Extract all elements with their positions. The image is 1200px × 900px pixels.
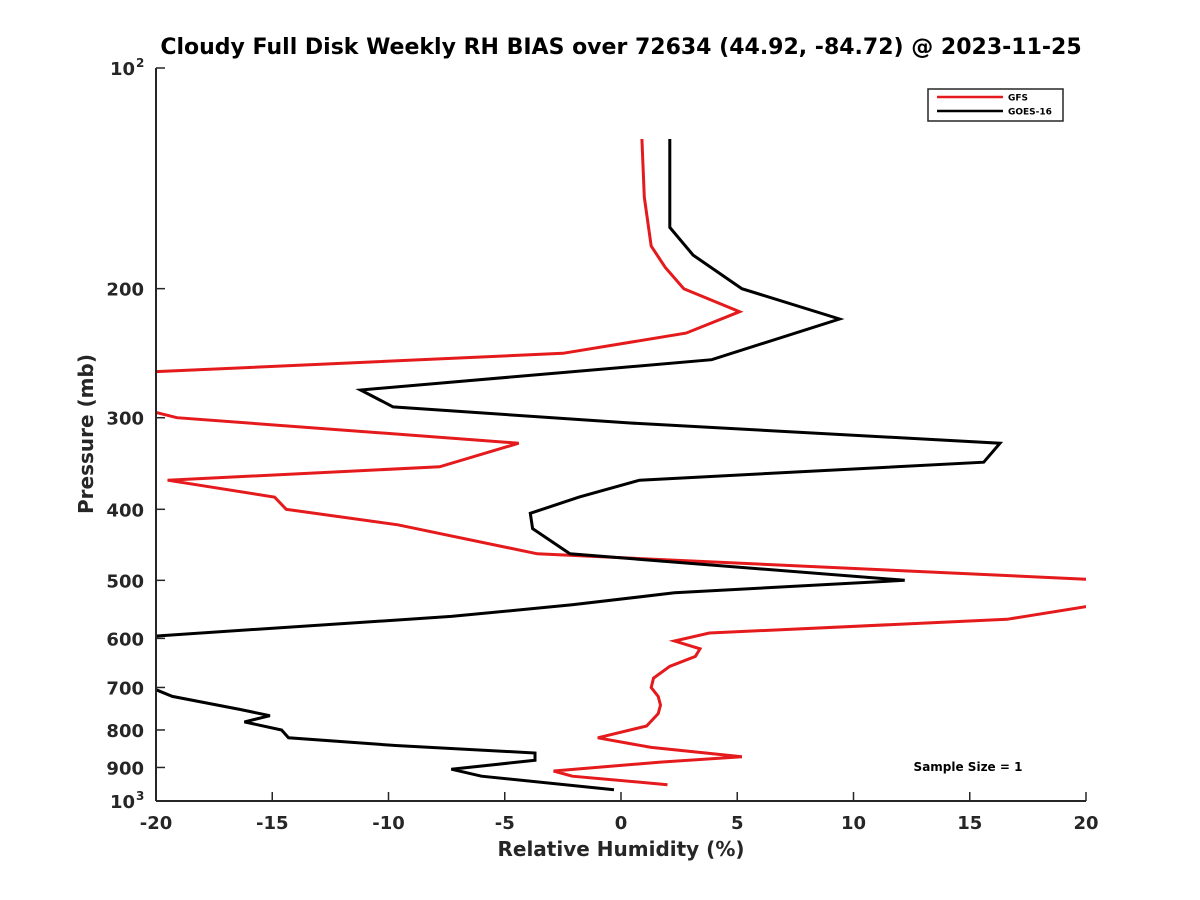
x-tick-label: 0 <box>615 813 628 834</box>
y-tick-label: 900 <box>106 758 144 779</box>
x-tick-label: -10 <box>372 813 405 834</box>
y-tick-label: 700 <box>106 678 144 699</box>
y-tick-label: 500 <box>106 571 144 592</box>
series-layer <box>156 138 1086 792</box>
y-tick-label: 10 <box>110 792 135 813</box>
legend: GFS GOES-16 <box>927 88 1064 122</box>
y-tick-label: 10 <box>110 59 135 80</box>
y-axis-label: Pressure (mb) <box>74 354 98 514</box>
x-tick-label: 15 <box>957 813 982 834</box>
plot-area: -20 -15 -10 -5 0 5 10 15 20 10 220030040050060070… <box>106 56 1099 834</box>
legend-label-gfs: GFS <box>1008 94 1028 104</box>
x-ticks: -20 -15 -10 -5 0 5 10 15 20 <box>140 792 1099 834</box>
x-tick-label: 20 <box>1073 813 1098 834</box>
x-tick-label: -5 <box>495 813 515 834</box>
y-tick-exponent: 2 <box>136 56 144 70</box>
y-tick-label: 800 <box>106 721 144 742</box>
x-tick-label: 10 <box>841 813 866 834</box>
y-tick-label: 400 <box>106 500 144 521</box>
legend-label-goes16: GOES-16 <box>1008 108 1052 118</box>
y-tick-label: 600 <box>106 629 144 650</box>
series-line-gfs <box>156 138 1086 787</box>
y-tick-label: 200 <box>106 280 144 301</box>
series-line-goes16 <box>156 139 1004 792</box>
y-tick-label: 300 <box>106 409 144 430</box>
chart-title: Cloudy Full Disk Weekly RH BIAS over 726… <box>160 35 1081 60</box>
y-tick-exponent: 3 <box>136 789 144 803</box>
x-axis-label: Relative Humidity (%) <box>497 837 744 861</box>
x-tick-label: -20 <box>140 813 173 834</box>
legend-box <box>927 88 1064 122</box>
x-tick-label: -15 <box>256 813 289 834</box>
sample-size-annotation: Sample Size = 1 <box>914 760 1023 774</box>
x-tick-label: 5 <box>731 813 744 834</box>
